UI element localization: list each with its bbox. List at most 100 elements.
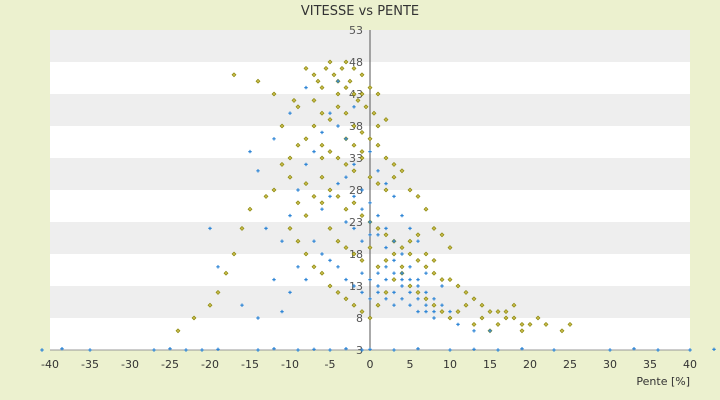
y-tick-label: 53 bbox=[349, 24, 363, 37]
data-point bbox=[311, 97, 317, 103]
data-point bbox=[319, 270, 325, 276]
data-point bbox=[399, 245, 405, 251]
data-point bbox=[608, 348, 612, 352]
data-point bbox=[392, 239, 396, 243]
data-point bbox=[383, 187, 389, 193]
data-point bbox=[327, 187, 333, 193]
data-point bbox=[376, 284, 380, 288]
data-point bbox=[315, 78, 321, 84]
data-point bbox=[656, 348, 660, 352]
data-point bbox=[376, 271, 380, 275]
x-tick-label: 5 bbox=[407, 358, 414, 371]
data-point bbox=[543, 321, 549, 327]
y-tick-label: 38 bbox=[349, 120, 363, 133]
data-point bbox=[439, 277, 445, 283]
data-point bbox=[376, 169, 380, 173]
y-tick-label: 13 bbox=[349, 280, 363, 293]
data-point bbox=[487, 309, 493, 315]
x-tick-label: -25 bbox=[161, 358, 179, 371]
data-point bbox=[352, 284, 356, 288]
data-point bbox=[319, 174, 325, 180]
x-tick-label: -35 bbox=[81, 358, 99, 371]
data-point bbox=[336, 79, 340, 83]
data-point bbox=[408, 265, 412, 269]
data-point bbox=[328, 258, 332, 263]
data-point bbox=[256, 169, 260, 173]
data-point bbox=[152, 348, 156, 352]
data-point bbox=[343, 59, 349, 65]
data-point bbox=[352, 194, 356, 199]
data-point bbox=[399, 168, 405, 174]
data-point bbox=[303, 181, 309, 187]
data-point bbox=[448, 309, 452, 314]
data-point bbox=[407, 251, 413, 257]
y-tick-label: 3 bbox=[356, 344, 363, 357]
data-point bbox=[304, 277, 308, 282]
y-tick-label: 8 bbox=[356, 312, 363, 325]
data-point bbox=[495, 321, 501, 327]
data-point bbox=[287, 155, 293, 161]
data-point bbox=[291, 97, 297, 103]
data-point bbox=[368, 149, 372, 154]
data-point bbox=[320, 252, 324, 256]
data-point bbox=[304, 85, 308, 90]
data-point bbox=[287, 174, 293, 180]
data-point bbox=[352, 105, 356, 109]
data-point bbox=[296, 188, 300, 192]
data-point bbox=[367, 315, 373, 321]
data-point bbox=[304, 162, 308, 167]
data-point bbox=[423, 251, 429, 257]
data-point bbox=[407, 283, 413, 289]
data-point bbox=[272, 137, 276, 141]
data-point bbox=[311, 264, 317, 270]
data-point bbox=[344, 175, 348, 179]
data-point bbox=[399, 264, 405, 270]
data-point bbox=[335, 193, 341, 199]
data-point bbox=[328, 348, 332, 352]
data-point bbox=[360, 348, 364, 352]
data-point bbox=[339, 65, 345, 71]
x-tick-label: -40 bbox=[41, 358, 59, 371]
x-tick-label: 0 bbox=[367, 358, 374, 371]
data-point bbox=[375, 225, 381, 231]
data-point bbox=[408, 303, 412, 307]
data-point bbox=[376, 233, 380, 237]
data-point bbox=[447, 277, 453, 283]
data-point bbox=[431, 302, 437, 308]
data-point bbox=[312, 239, 316, 243]
data-point bbox=[376, 290, 380, 295]
chart-title: VITESSE vs PENTE bbox=[301, 4, 419, 19]
data-point bbox=[367, 174, 373, 180]
data-point bbox=[328, 194, 332, 199]
data-point bbox=[327, 225, 333, 231]
data-point bbox=[311, 193, 317, 199]
data-point bbox=[303, 65, 309, 71]
data-point bbox=[456, 322, 460, 327]
data-point bbox=[360, 290, 364, 295]
data-point bbox=[424, 309, 428, 314]
data-point bbox=[559, 328, 565, 334]
data-point bbox=[288, 290, 292, 295]
data-point bbox=[344, 137, 348, 141]
data-point bbox=[392, 258, 396, 263]
data-point bbox=[384, 181, 388, 186]
data-point bbox=[359, 129, 365, 135]
data-point bbox=[351, 91, 357, 97]
data-point bbox=[359, 72, 365, 78]
data-point bbox=[383, 257, 389, 263]
data-point bbox=[359, 149, 365, 155]
data-point bbox=[432, 297, 436, 301]
data-point bbox=[263, 193, 269, 199]
data-point bbox=[256, 316, 260, 320]
y-tick-label: 48 bbox=[349, 56, 363, 69]
data-point bbox=[416, 239, 420, 243]
data-point bbox=[216, 265, 220, 269]
data-point bbox=[335, 91, 341, 97]
data-point bbox=[535, 315, 541, 321]
data-point bbox=[432, 309, 436, 314]
data-point bbox=[327, 149, 333, 155]
data-point bbox=[343, 206, 349, 212]
data-point bbox=[368, 220, 372, 224]
data-point bbox=[471, 321, 477, 327]
data-point bbox=[383, 289, 389, 295]
